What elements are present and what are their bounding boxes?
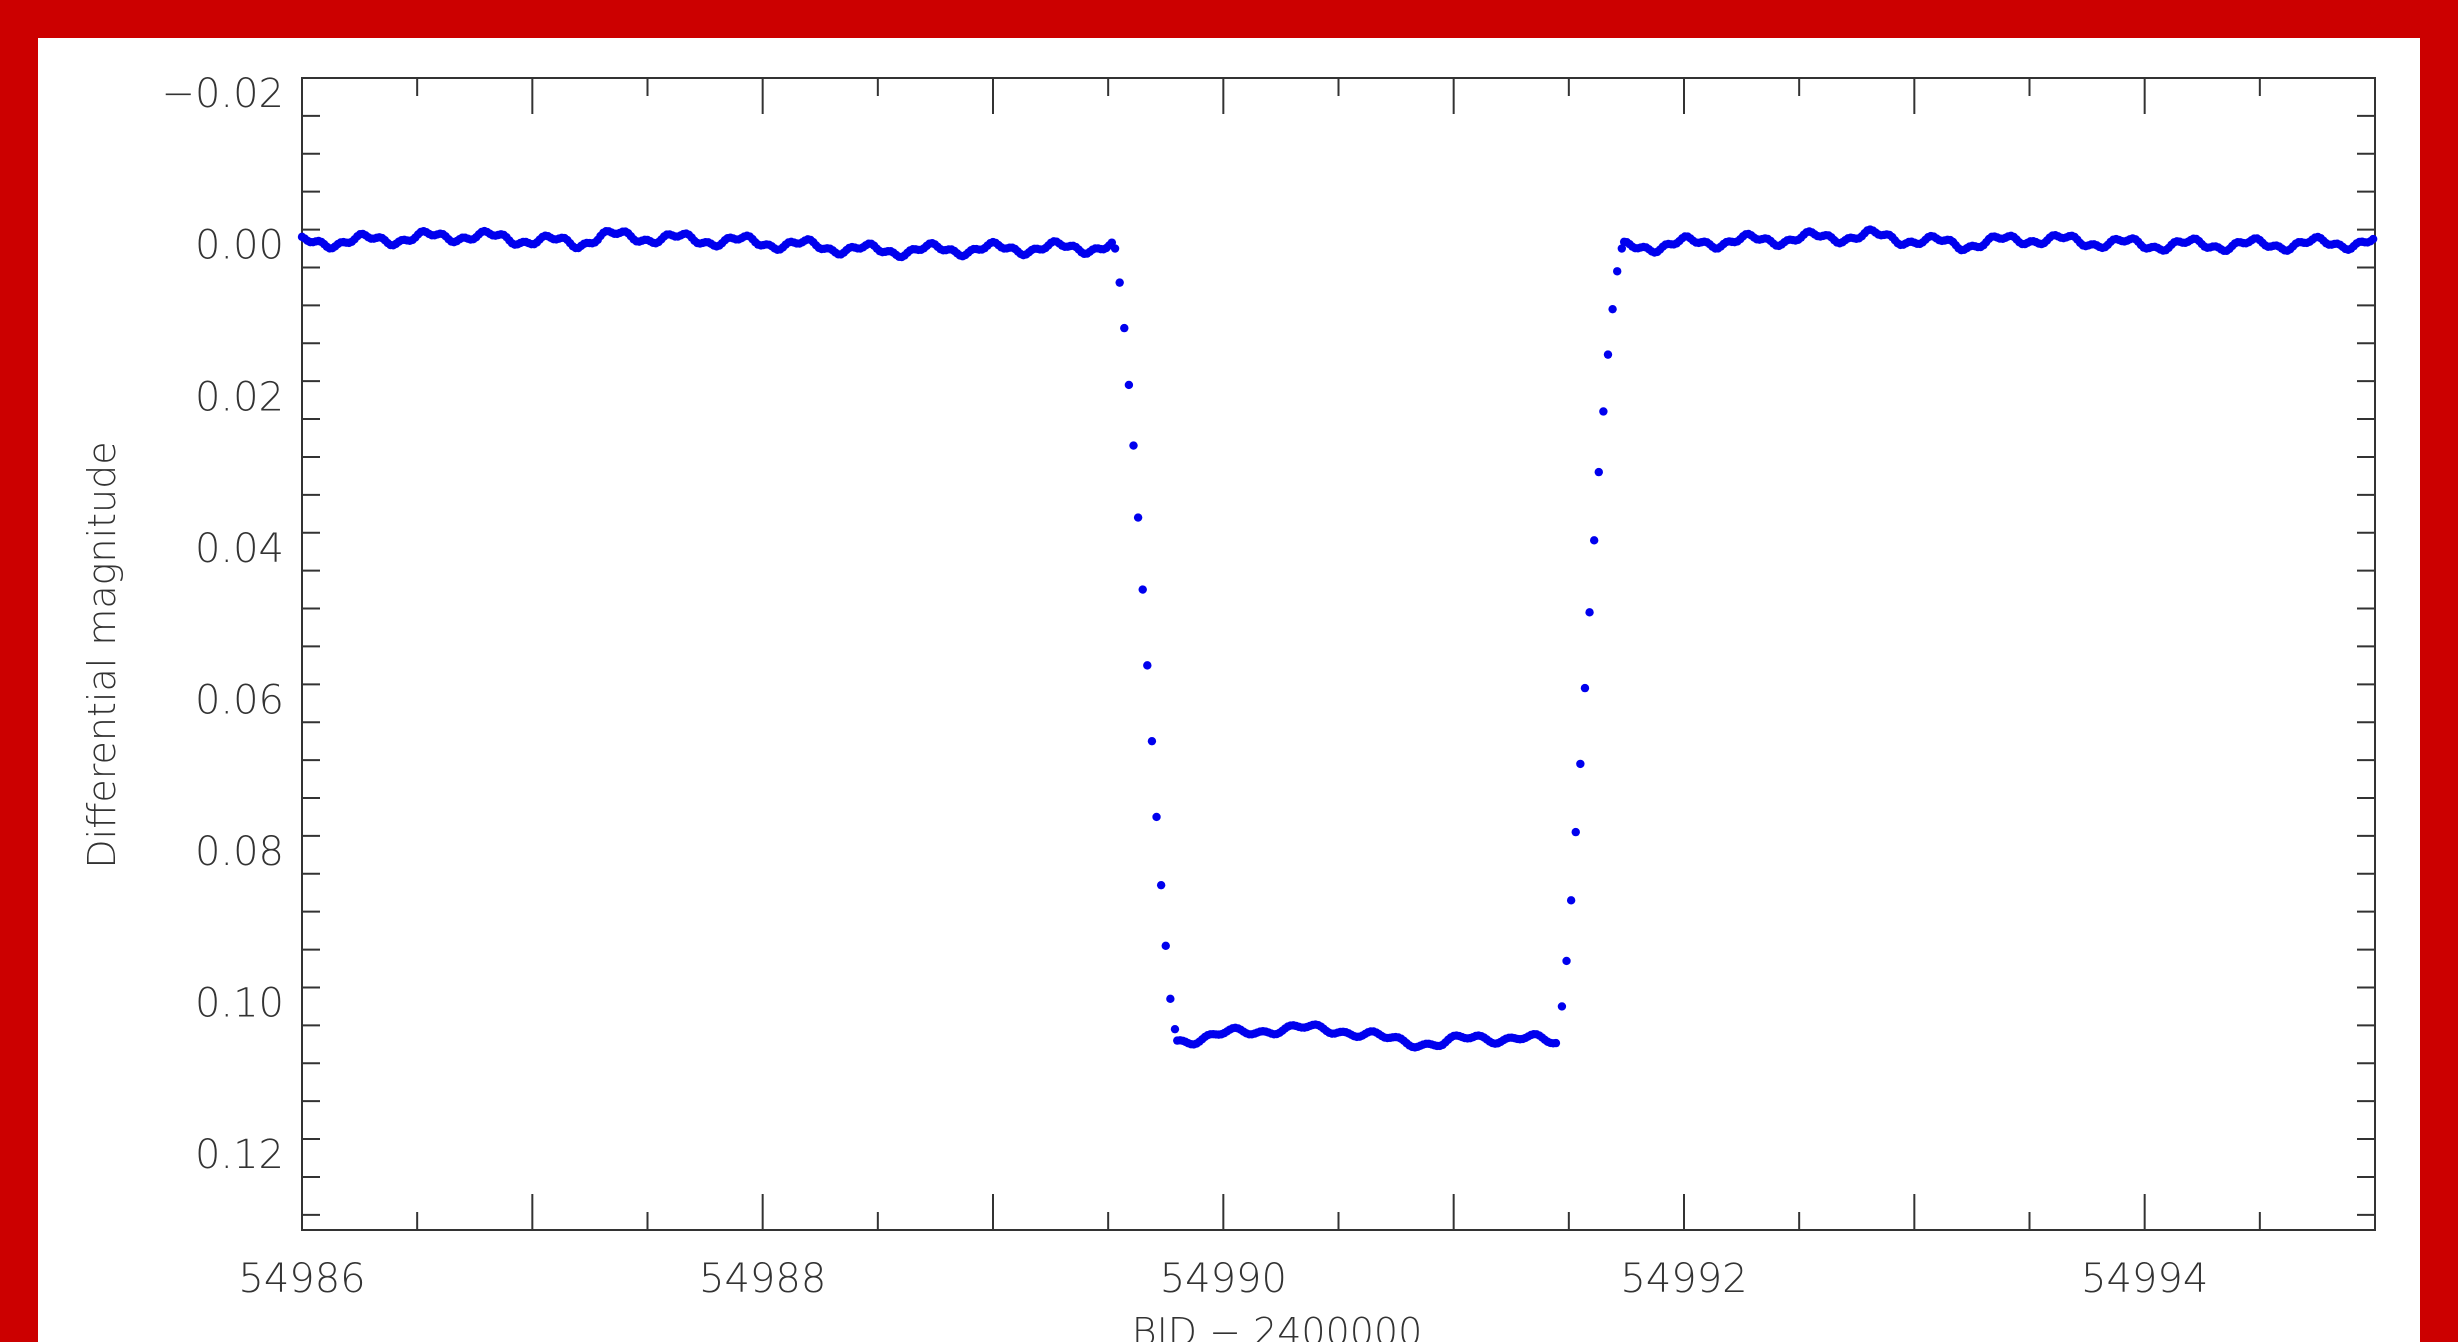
y-axis-title: Differential magnitude	[80, 441, 124, 868]
plot-frame	[301, 77, 2376, 1231]
data-point	[1580, 683, 1590, 693]
data-point	[1152, 812, 1161, 822]
data-points	[297, 225, 2378, 1052]
data-point	[1589, 536, 1599, 545]
data-point	[1617, 244, 1627, 253]
x-tick-label: 54986	[238, 1256, 365, 1302]
data-point	[1170, 1024, 1180, 1034]
y-tick-label: 0.12	[195, 1132, 284, 1178]
y-tick-label: 0.02	[195, 374, 284, 420]
x-tick-label: 54988	[699, 1256, 826, 1302]
y-tick-label: 0.08	[195, 829, 284, 875]
data-point	[1156, 880, 1166, 890]
data-point	[1571, 827, 1580, 837]
data-point	[1133, 513, 1143, 522]
data-point	[1166, 994, 1175, 1004]
x-tick-label: 54992	[1620, 1256, 1747, 1302]
data-point	[1557, 1002, 1567, 1011]
data-point	[1613, 267, 1622, 276]
x-axis-title: BJD − 2400000	[1132, 1310, 1423, 1342]
y-tick-label: 0.10	[195, 981, 284, 1027]
y-tick-label: 0.04	[195, 526, 284, 572]
data-point	[1115, 278, 1124, 287]
data-point	[1566, 896, 1576, 905]
data-point	[2368, 234, 2378, 244]
data-point	[1129, 441, 1138, 450]
data-point	[1603, 350, 1613, 359]
data-point	[1608, 304, 1617, 314]
data-point	[1576, 759, 1585, 769]
data-point	[1143, 661, 1152, 670]
y-tick-label: 0.00	[195, 223, 284, 269]
plot-axes	[301, 77, 2376, 1231]
y-tick-label: −0.02	[161, 71, 284, 117]
data-point	[1110, 244, 1120, 253]
data-point	[1138, 585, 1147, 594]
data-point	[1594, 467, 1603, 477]
data-point	[1147, 736, 1157, 746]
data-point	[1124, 380, 1134, 390]
chart-panel	[38, 38, 2420, 1342]
data-point	[1562, 956, 1571, 966]
axis-labels: 54986 54988 54990 54992 54994 −0.02 0.00 0.02 0.…	[161, 71, 2208, 1302]
y-tick-label: 0.06	[195, 677, 284, 723]
data-point	[1120, 323, 1129, 333]
data-point	[1599, 407, 1608, 416]
data-point	[1161, 941, 1170, 950]
data-point	[1551, 1038, 1561, 1048]
x-tick-label: 54994	[2081, 1256, 2208, 1302]
data-point	[1585, 608, 1594, 617]
x-tick-label: 54990	[1160, 1256, 1287, 1302]
